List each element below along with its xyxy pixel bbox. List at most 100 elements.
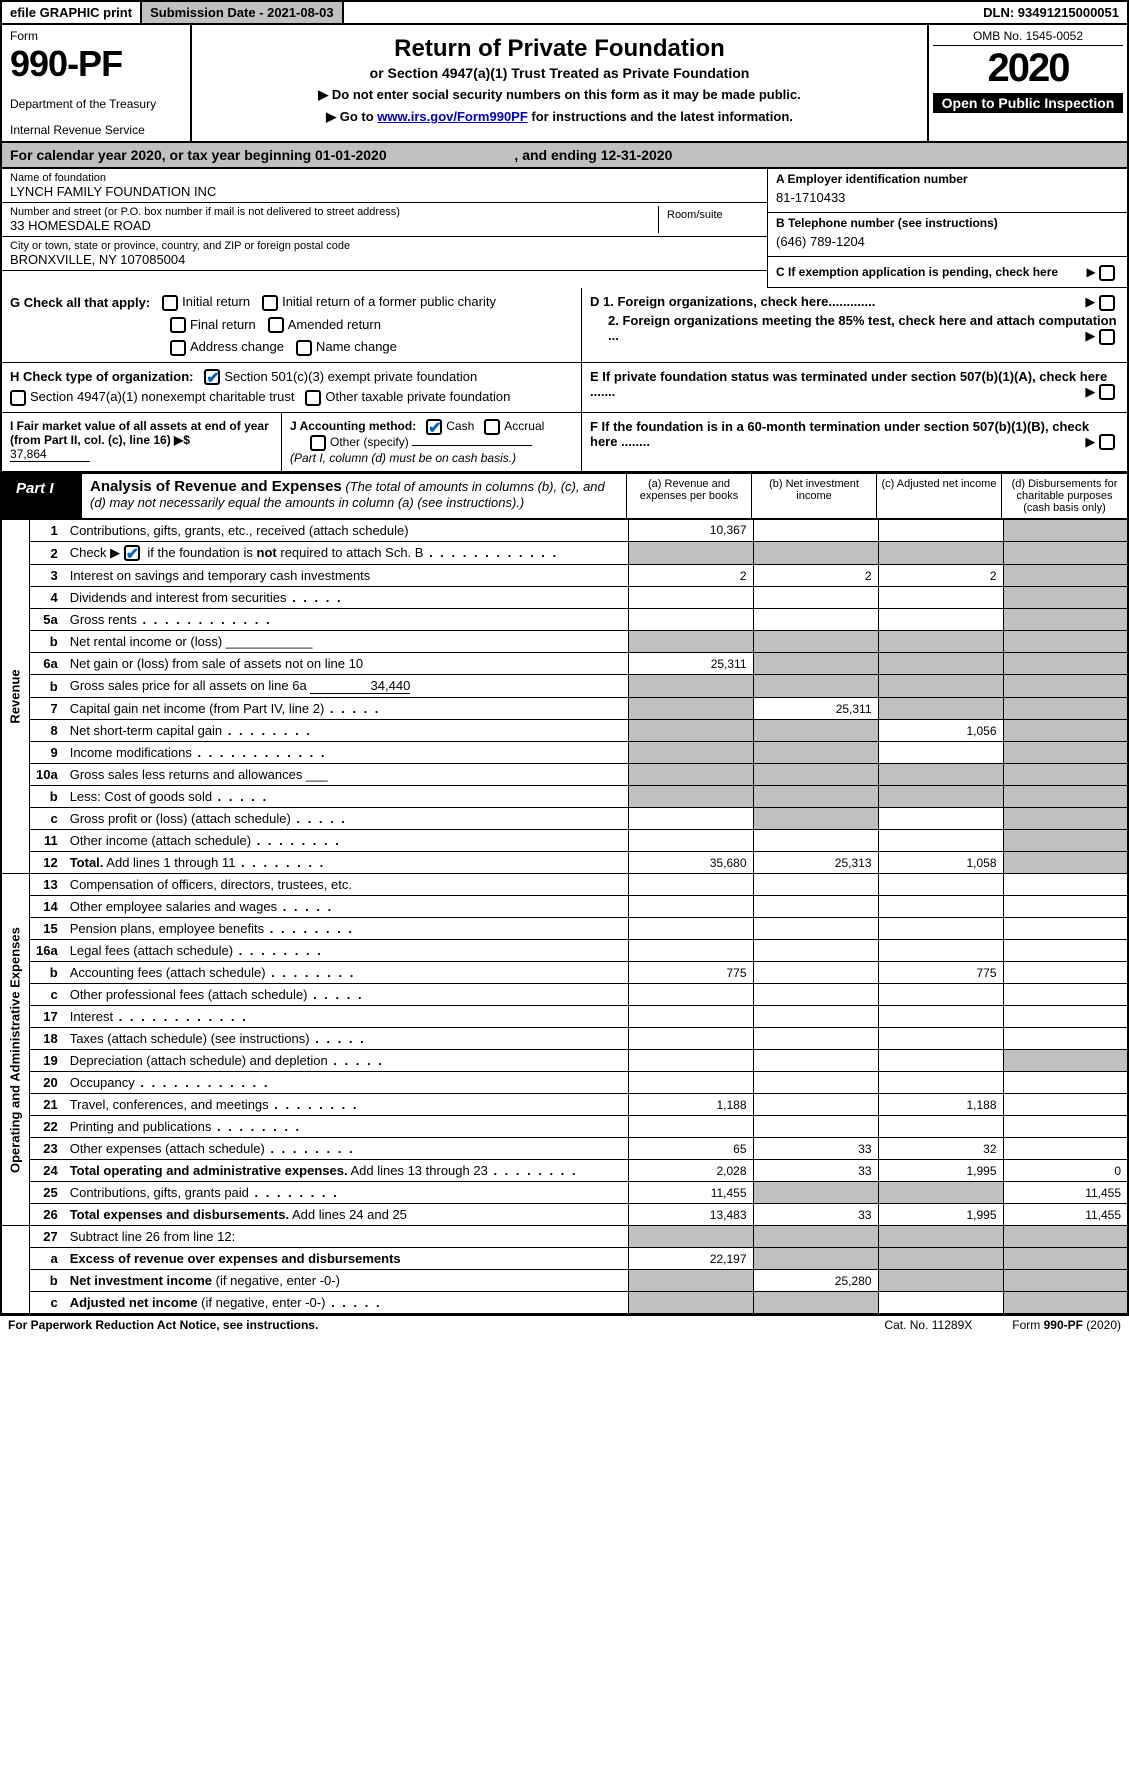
check-501c3[interactable] (204, 369, 220, 385)
table-row: 5aGross rents (1, 609, 1128, 631)
check-e[interactable] (1099, 384, 1115, 400)
check-f[interactable] (1099, 434, 1115, 450)
check-other-method[interactable] (310, 435, 326, 451)
check-name[interactable] (296, 340, 312, 356)
info-grid: Name of foundation LYNCH FAMILY FOUNDATI… (0, 169, 1129, 288)
table-row: 23Other expenses (attach schedule)653332 (1, 1138, 1128, 1160)
omb: OMB No. 1545-0052 (933, 29, 1123, 46)
top-bar: efile GRAPHIC print Submission Date - 20… (0, 0, 1129, 25)
check-address[interactable] (170, 340, 186, 356)
city-box: City or town, state or province, country… (2, 237, 767, 271)
room-suite: Room/suite (659, 206, 759, 233)
table-row: 16aLegal fees (attach schedule) (1, 940, 1128, 962)
check-cash[interactable] (426, 419, 442, 435)
table-row: cOther professional fees (attach schedul… (1, 984, 1128, 1006)
check-initial[interactable] (162, 295, 178, 311)
table-row: 8Net short-term capital gain1,056 (1, 720, 1128, 742)
col-d: (d) Disbursements for charitable purpose… (1002, 474, 1127, 518)
check-c[interactable] (1099, 265, 1115, 281)
check-4947[interactable] (10, 390, 26, 406)
ein: 81-1710433 (776, 186, 1119, 209)
foundation-name: LYNCH FAMILY FOUNDATION INC (10, 184, 759, 199)
table-row: 26Total expenses and disbursements. Add … (1, 1204, 1128, 1226)
form-header: Form 990-PF Department of the Treasury I… (0, 25, 1129, 143)
form-word: Form (10, 29, 182, 43)
check-area-2: H Check type of organization: Section 50… (0, 363, 1129, 413)
irs: Internal Revenue Service (10, 123, 182, 137)
section-label: Revenue (1, 519, 30, 874)
dln: DLN: 93491215000051 (975, 2, 1127, 23)
table-row: 11Other income (attach schedule) (1, 830, 1128, 852)
table-row: aExcess of revenue over expenses and dis… (1, 1248, 1128, 1270)
header-left: Form 990-PF Department of the Treasury I… (2, 25, 192, 141)
table-row: 20Occupancy (1, 1072, 1128, 1094)
table-row: 27Subtract line 26 from line 12: (1, 1226, 1128, 1248)
submission-date: Submission Date - 2021-08-03 (142, 2, 344, 23)
form-note-2: ▶ Go to www.irs.gov/Form990PF for instru… (202, 109, 917, 125)
calendar-year-row: For calendar year 2020, or tax year begi… (0, 143, 1129, 169)
table-row: Revenue1Contributions, gifts, grants, et… (1, 519, 1128, 541)
foundation-name-box: Name of foundation LYNCH FAMILY FOUNDATI… (2, 169, 767, 203)
address: 33 HOMESDALE ROAD (10, 218, 658, 233)
col-b: (b) Net investment income (752, 474, 877, 518)
section-label: Operating and Administrative Expenses (1, 874, 30, 1226)
header-right: OMB No. 1545-0052 2020 Open to Public In… (927, 25, 1127, 141)
main-table: Revenue1Contributions, gifts, grants, et… (0, 519, 1129, 1316)
exemption-box: C If exemption application is pending, c… (768, 257, 1127, 288)
table-row: 18Taxes (attach schedule) (see instructi… (1, 1028, 1128, 1050)
header-center: Return of Private Foundation or Section … (192, 25, 927, 141)
check-area-3: I Fair market value of all assets at end… (0, 413, 1129, 473)
table-row: 24Total operating and administrative exp… (1, 1160, 1128, 1182)
form-subtitle: or Section 4947(a)(1) Trust Treated as P… (202, 65, 917, 81)
check-accrual[interactable] (484, 419, 500, 435)
city: BRONXVILLE, NY 107085004 (10, 252, 759, 267)
fmv-value: 37,864 (10, 447, 90, 462)
check-d2[interactable] (1099, 329, 1115, 345)
check-other-tax[interactable] (305, 390, 321, 406)
table-row: 9Income modifications (1, 742, 1128, 764)
form-note-1: ▶ Do not enter social security numbers o… (202, 87, 917, 103)
form-ref: Form 990-PF (2020) (1012, 1318, 1121, 1332)
part1-label: Part I (2, 474, 82, 518)
table-row: 4Dividends and interest from securities (1, 587, 1128, 609)
tax-year: 2020 (933, 46, 1123, 91)
table-row: 19Depreciation (attach schedule) and dep… (1, 1050, 1128, 1072)
form-link[interactable]: www.irs.gov/Form990PF (377, 109, 528, 124)
form-title: Return of Private Foundation (202, 35, 917, 63)
dept: Department of the Treasury (10, 97, 182, 111)
ein-box: A Employer identification number 81-1710… (768, 169, 1127, 213)
part1-desc: Analysis of Revenue and Expenses (The to… (82, 474, 627, 518)
form-number: 990-PF (10, 43, 182, 85)
table-row: 15Pension plans, employee benefits (1, 918, 1128, 940)
phone: (646) 789-1204 (776, 230, 1119, 253)
table-row: 6aNet gain or (loss) from sale of assets… (1, 653, 1128, 675)
check-amended[interactable] (268, 317, 284, 333)
table-row: bGross sales price for all assets on lin… (1, 675, 1128, 698)
table-row: 7Capital gain net income (from Part IV, … (1, 698, 1128, 720)
table-row: 12Total. Add lines 1 through 1135,68025,… (1, 852, 1128, 874)
footer: For Paperwork Reduction Act Notice, see … (0, 1315, 1129, 1334)
table-row: bAccounting fees (attach schedule)775775 (1, 962, 1128, 984)
table-row: cGross profit or (loss) (attach schedule… (1, 808, 1128, 830)
part1-header: Part I Analysis of Revenue and Expenses … (0, 473, 1129, 519)
check-d1[interactable] (1099, 295, 1115, 311)
col-c: (c) Adjusted net income (877, 474, 1002, 518)
table-row: 3Interest on savings and temporary cash … (1, 565, 1128, 587)
phone-box: B Telephone number (see instructions) (6… (768, 213, 1127, 257)
check-final[interactable] (170, 317, 186, 333)
col-a: (a) Revenue and expenses per books (627, 474, 752, 518)
table-row: bLess: Cost of goods sold (1, 786, 1128, 808)
table-row: 2Check ▶ if the foundation is not requir… (1, 541, 1128, 565)
table-row: 21Travel, conferences, and meetings1,188… (1, 1094, 1128, 1116)
table-row: 25Contributions, gifts, grants paid11,45… (1, 1182, 1128, 1204)
table-row: bNet investment income (if negative, ent… (1, 1270, 1128, 1292)
table-row: cAdjusted net income (if negative, enter… (1, 1292, 1128, 1315)
table-row: 10aGross sales less returns and allowanc… (1, 764, 1128, 786)
table-row: bNet rental income or (loss) ___________… (1, 631, 1128, 653)
table-row: Operating and Administrative Expenses13C… (1, 874, 1128, 896)
efile-label: efile GRAPHIC print (2, 2, 142, 23)
table-row: 14Other employee salaries and wages (1, 896, 1128, 918)
table-row: 22Printing and publications (1, 1116, 1128, 1138)
check-initial-former[interactable] (262, 295, 278, 311)
check-area-1: G Check all that apply: Initial return I… (0, 288, 1129, 363)
